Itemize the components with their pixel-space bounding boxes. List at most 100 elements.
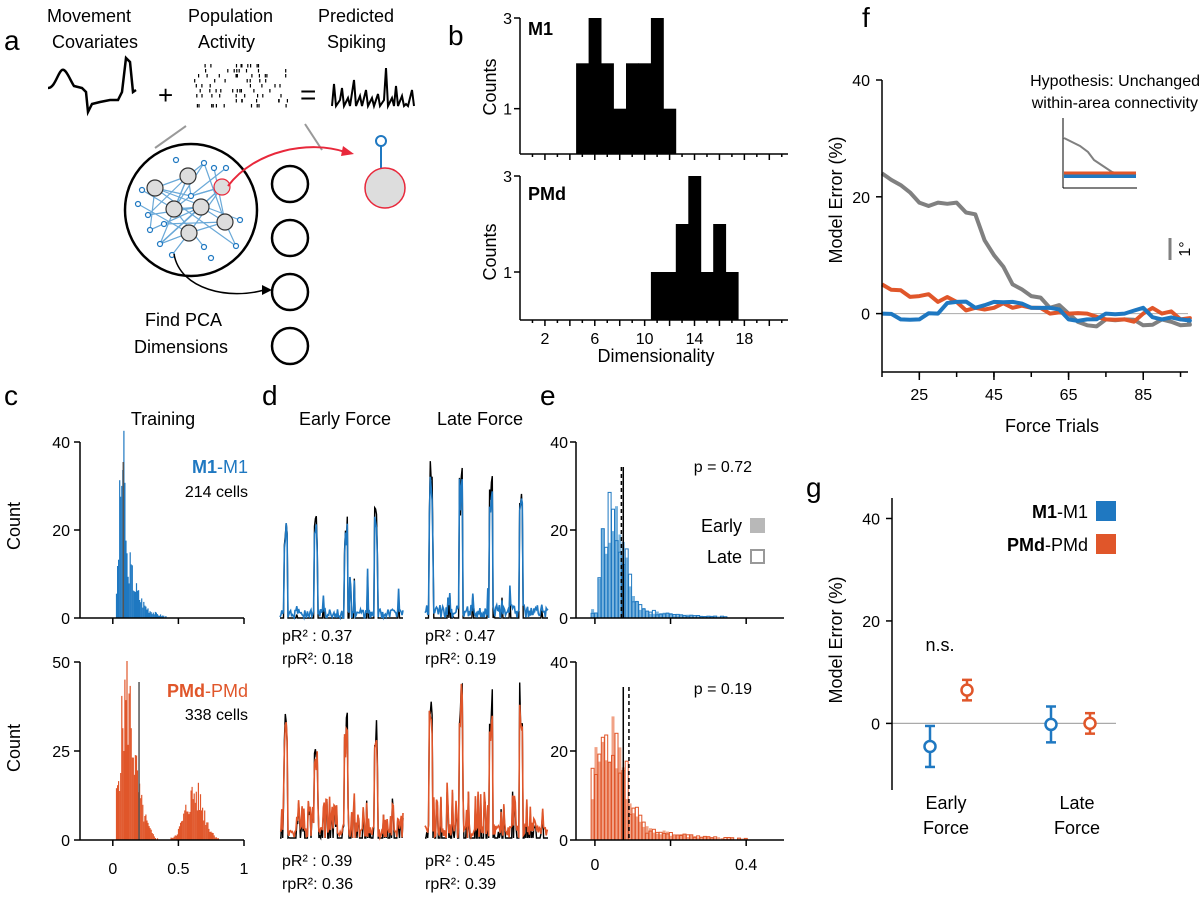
f-xlabel: Force Trials: [1005, 416, 1099, 436]
c-bar: [142, 804, 144, 840]
c-bar: [156, 614, 159, 618]
c-bar: [130, 564, 132, 618]
c-bar: [148, 612, 150, 618]
c-bar: [189, 811, 191, 840]
b-bar: [675, 224, 689, 320]
e-bar-early: [604, 760, 608, 840]
d-top-early-predicted: [279, 516, 404, 621]
f-scale-label: 1°: [1177, 241, 1194, 256]
c-bar: [127, 576, 129, 618]
c-bar: [145, 606, 147, 618]
c-bar: [119, 791, 121, 840]
f-inset: [1062, 118, 1137, 189]
c-bar: [134, 755, 136, 840]
d-bottom-early-predicted: [279, 721, 404, 841]
e-ytick-label: 0: [559, 833, 568, 850]
c-pmd-histogram: 0 25 50 0 0.5 1: [52, 655, 248, 878]
e-bar-early: [693, 836, 697, 840]
e-bar-early: [689, 835, 693, 840]
network-node-small: [207, 254, 215, 262]
c-bar: [144, 816, 146, 840]
panel-label-c: c: [4, 380, 18, 411]
b-bar: [638, 63, 652, 154]
g-cat1-line2: Force: [923, 818, 969, 838]
c-bar: [176, 834, 178, 840]
b-bar: [601, 63, 614, 154]
network-neuron: [146, 179, 164, 197]
pca-label-line2: Dimensions: [134, 337, 228, 357]
network-edge: [159, 186, 223, 245]
pca-dim-3: [270, 272, 310, 312]
output-neuron: [364, 167, 406, 209]
b-bar: [650, 18, 664, 154]
c-bar: [136, 770, 139, 840]
c-bar: [197, 782, 199, 840]
c-bar: [203, 820, 205, 840]
c-bar: [174, 835, 176, 840]
pca-dim-4: [270, 326, 310, 366]
c-bar: [208, 828, 210, 840]
d-top-early-rpr2: rpR²: 0.18: [282, 651, 353, 668]
panel-a: a Movement Covariates Population Activit…: [4, 6, 415, 366]
c-bar: [209, 832, 211, 840]
f-line-M1-M1: [881, 299, 1192, 323]
c-bar: [193, 793, 195, 840]
e-bar-early: [601, 528, 605, 618]
c-bar: [157, 615, 160, 618]
e-bar-early: [618, 747, 622, 840]
c-bar: [144, 605, 146, 618]
g-point: [1044, 717, 1058, 732]
c-bar: [126, 661, 128, 840]
g-legend-m1-rest: -M1: [1057, 502, 1088, 522]
e-bar-early: [686, 837, 690, 840]
c-bar: [160, 614, 162, 618]
c-bar: [129, 685, 131, 840]
b-bar: [588, 18, 602, 154]
network-node-small: [138, 186, 146, 194]
e-top-histogram: 0 20 40: [550, 435, 784, 628]
c-bar: [150, 612, 152, 618]
c-bar: [199, 794, 202, 840]
f-line-gray: [880, 171, 1192, 329]
network-node-small: [200, 243, 208, 251]
e-bar-early: [669, 613, 673, 618]
c-bar: [159, 615, 161, 618]
zoom-line-right: [304, 123, 323, 151]
c-bar: [217, 838, 219, 840]
d-top-late-rpr2: rpR²: 0.19: [425, 651, 496, 668]
b-xtick-label: 2: [540, 331, 549, 348]
c-bar: [139, 600, 141, 618]
c-bar: [141, 598, 143, 618]
e-bar-early: [649, 828, 652, 840]
c-bar: [143, 821, 145, 840]
c-bar: [115, 788, 118, 840]
e-ytick-label: 20: [550, 523, 568, 540]
e-bar-early: [597, 761, 601, 840]
c-bar: [146, 609, 148, 618]
e-bar-early: [706, 615, 710, 618]
c-bar: [195, 791, 197, 840]
b-xtick-label: 6: [590, 331, 599, 348]
d-bot-late-rpr2: rpR²: 0.39: [425, 876, 496, 893]
d-bot-late-pr2: pR² : 0.45: [425, 853, 495, 870]
c-ytick-label: 0: [61, 611, 70, 628]
network-neuron: [179, 167, 197, 185]
c-bar: [204, 810, 206, 840]
b-ytick-label: 1: [503, 265, 512, 282]
c-xtick-label: 1: [240, 861, 249, 878]
panel-e: e p = 0.72 p = 0.19 Early Late 0 20 40 0 20…: [540, 380, 784, 874]
network-circle: [123, 142, 259, 278]
e-bar-early: [710, 837, 714, 840]
c-pmd-label-bold: PMd: [167, 681, 205, 701]
network-node-small: [236, 216, 244, 224]
b-ytick-label: 3: [503, 11, 512, 28]
c-bar: [141, 794, 143, 840]
c-bar: [170, 837, 172, 840]
e-legend-late-swatch: [750, 549, 765, 564]
c-bar: [171, 838, 173, 840]
e-legend-early: Early: [701, 516, 742, 536]
e-bar-early: [591, 799, 595, 840]
c-bar: [186, 811, 188, 840]
network-edge: [203, 162, 226, 223]
network-neuron: [180, 224, 198, 242]
